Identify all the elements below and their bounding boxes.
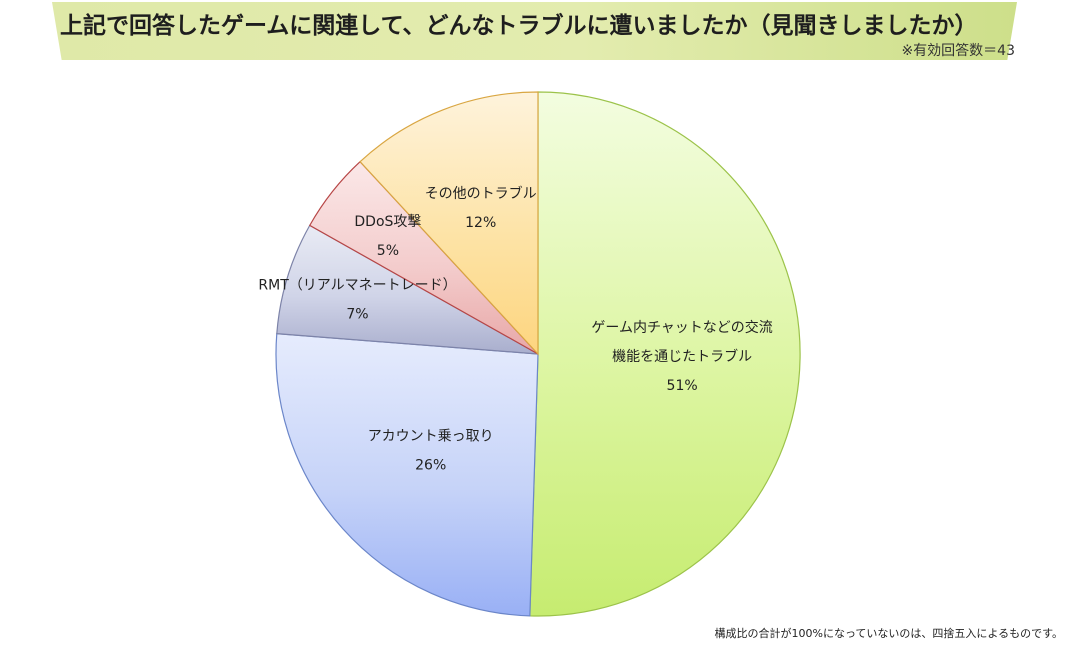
chart-title: 上記で回答したゲームに関連して、どんなトラブルに遭いましたか（見聞きしましたか）: [60, 13, 978, 39]
slice-value-label: 12%: [465, 215, 496, 231]
slice-category-label: ゲーム内チャットなどの交流: [591, 319, 772, 336]
slice-category-label: 機能を通じたトラブル: [612, 348, 752, 365]
slice-value-label: 26%: [415, 458, 446, 474]
slice-value-label: 7%: [346, 307, 368, 323]
pie-slices: [275, 91, 801, 617]
slice-value-label: 5%: [377, 243, 399, 259]
slice-category-label: RMT（リアルマネートレード）: [258, 278, 456, 294]
pie-slice: [275, 333, 539, 617]
slice-category-label: その他のトラブル: [425, 185, 537, 202]
pie-slice: [359, 91, 539, 356]
slice-category-label: DDoS攻撃: [354, 214, 421, 230]
pie-slice: [276, 224, 539, 355]
pie-slice: [529, 91, 801, 617]
respondent-count: ※有効回答数＝43: [901, 43, 1015, 59]
slice-value-label: 51%: [667, 378, 698, 394]
footnote: 構成比の合計が100%になっていないのは、四捨五入によるものです。: [714, 627, 1063, 640]
slice-category-label: アカウント乗っ取り: [368, 429, 494, 445]
title-band: [52, 2, 1017, 60]
